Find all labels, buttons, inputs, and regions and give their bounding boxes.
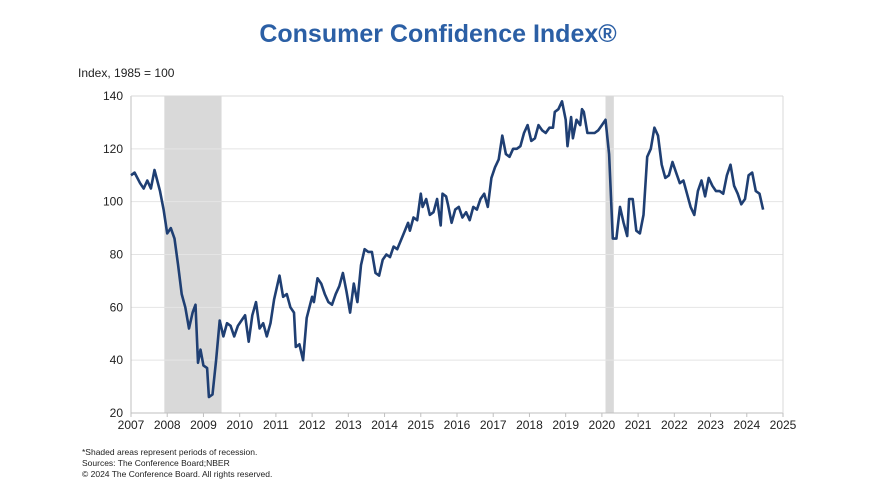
x-tick-label: 2018: [516, 418, 543, 432]
y-tick-label: 100: [103, 195, 123, 209]
x-tick-label: 2008: [154, 418, 181, 432]
x-tick-label: 2015: [407, 418, 434, 432]
x-tick-label: 2023: [697, 418, 724, 432]
x-tick-label: 2025: [770, 418, 797, 432]
x-tick-label: 2012: [299, 418, 326, 432]
copyright-note: © 2024 The Conference Board. All rights …: [82, 469, 273, 479]
x-tick-label: 2007: [118, 418, 145, 432]
x-tick-label: 2011: [263, 418, 289, 432]
x-tick-label: 2010: [226, 418, 253, 432]
y-tick-label: 120: [103, 142, 123, 156]
x-tick-label: 2009: [190, 418, 217, 432]
y-tick-label: 40: [110, 353, 124, 367]
y-tick-label: 140: [103, 89, 123, 103]
cci-series-line: [130, 100, 765, 399]
x-tick-label: 2017: [480, 418, 507, 432]
x-tick-label: 2014: [371, 418, 398, 432]
recession-note: *Shaded areas represent periods of reces…: [82, 447, 258, 457]
y-tick-label: 20: [110, 406, 124, 420]
x-tick-label: 2013: [335, 418, 362, 432]
y-axis-label: Index, 1985 = 100: [78, 66, 175, 80]
sources-note: Sources: The Conference Board;NBER: [82, 458, 230, 468]
x-tick-label: 2019: [552, 418, 579, 432]
x-tick-label: 2021: [625, 418, 652, 432]
x-tick-label: 2024: [733, 418, 760, 432]
x-tick-label: 2016: [444, 418, 471, 432]
chart-title: Consumer Confidence Index®: [259, 20, 617, 48]
y-tick-label: 60: [110, 300, 124, 314]
x-tick-label: 2020: [589, 418, 616, 432]
x-tick-label: 2022: [661, 418, 688, 432]
y-tick-label: 80: [110, 248, 124, 262]
